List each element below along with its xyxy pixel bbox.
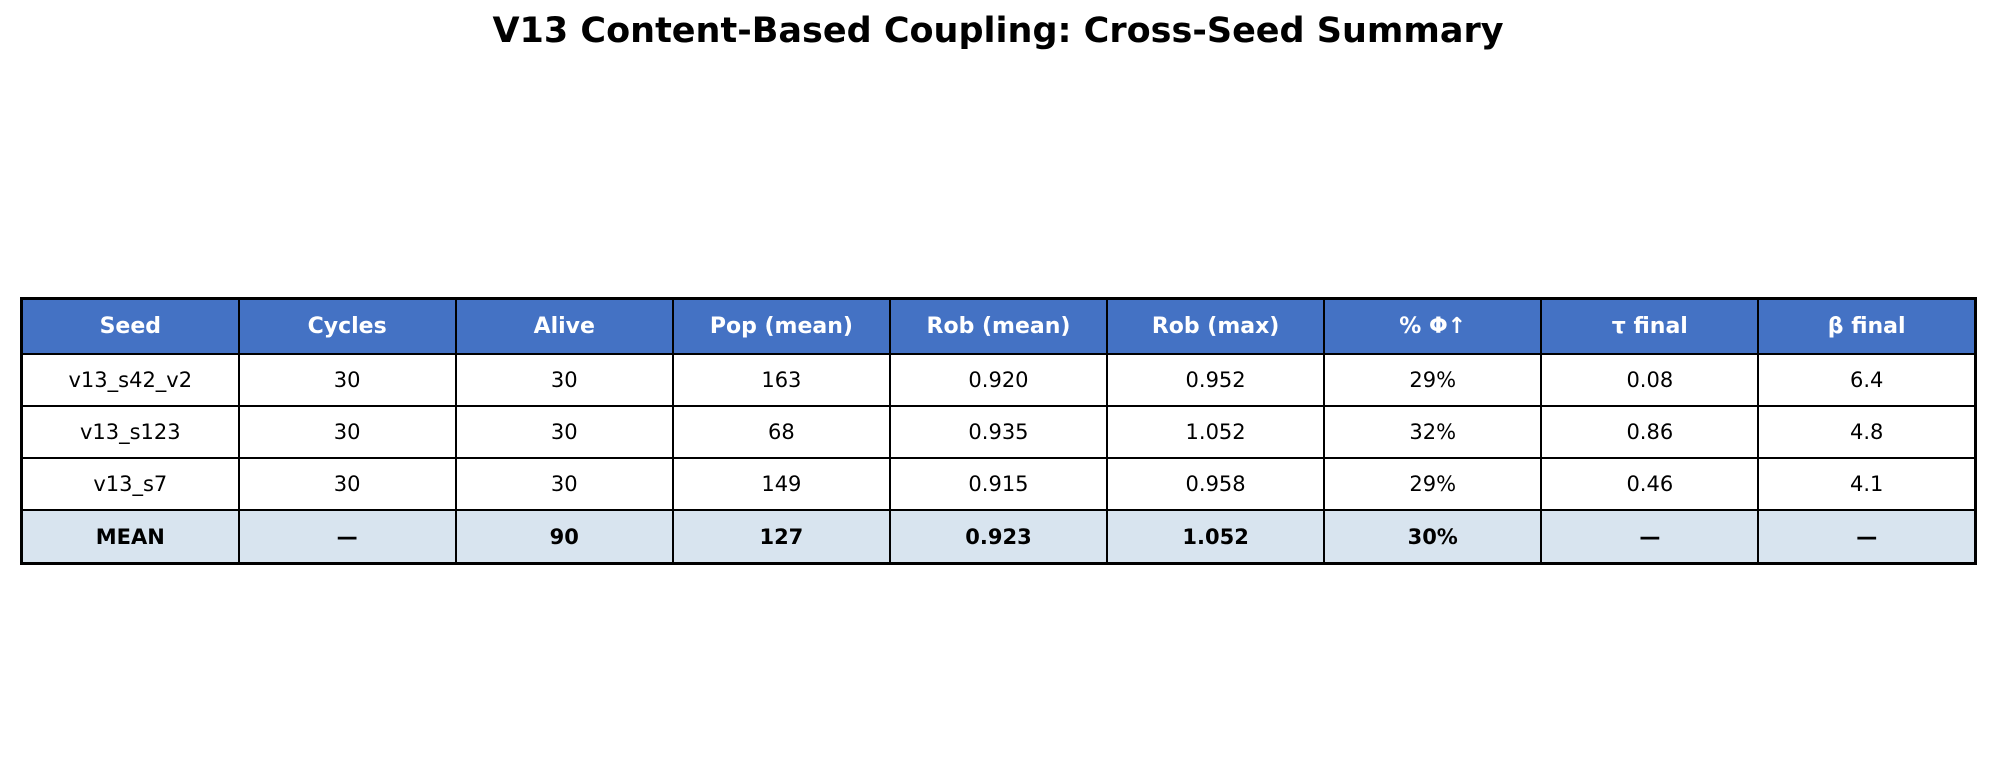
table-cell: 0.915	[888, 457, 1109, 512]
table-cell: 149	[671, 457, 891, 512]
summary-cell: —	[1540, 509, 1760, 565]
header-cell-1: Cycles	[237, 297, 457, 355]
table-cell: 4.8	[1757, 405, 1977, 460]
table-cell: 32%	[1323, 405, 1543, 460]
header-cell-0: Seed	[20, 297, 240, 355]
summary-row: MEAN —90 127 0.923 1.052 30% — —	[20, 509, 1977, 565]
summary-cell: —	[1757, 509, 1977, 565]
summary-cell: 1.052	[1106, 509, 1326, 565]
table-cell: 4.1	[1757, 457, 1977, 512]
summary-cell: 30%	[1323, 509, 1543, 565]
page-title: V13 Content-Based Coupling: Cross-Seed S…	[492, 11, 1504, 51]
table-cell: v13_s42_v2	[20, 352, 240, 408]
table-cell: 0.08	[1540, 352, 1760, 408]
summary-cell: 127	[671, 509, 891, 565]
table-cell: 0.86	[1540, 405, 1760, 460]
summary-cell: MEAN	[20, 509, 240, 565]
table-row: v13_s42_v2 30 30 163 0.920 0.952 29% 0.08 6.4	[20, 352, 1977, 408]
header-cell-2: Alive	[454, 297, 674, 355]
header-cell-5: Rob (max)	[1106, 297, 1326, 355]
table-cell: 0.920	[888, 352, 1109, 408]
table-cell: 30	[454, 405, 674, 460]
header-row: Seed Cycles Alive Pop (mean) Rob (mean) Rob (…	[20, 297, 1977, 355]
table-cell: 0.46	[1540, 457, 1760, 512]
table-cell: v13_s123	[20, 405, 240, 460]
table-row: v13_s123 30 30 68 0.935 1.052 32% 0.86 4.8	[20, 405, 1977, 460]
table-cell: v13_s7	[20, 457, 240, 512]
table-cell: 0.952	[1106, 352, 1326, 408]
table-cell: 68	[671, 405, 891, 460]
table-cell: 29%	[1323, 352, 1543, 408]
table-cell: 29%	[1323, 457, 1543, 512]
cross-seed-summary-table: Seed Cycles Alive Pop (mean) Rob (mean) Rob (…	[20, 297, 1977, 565]
header-cell-6: % Φ↑	[1323, 297, 1543, 355]
table-body: v13_s42_v2 30 30 163 0.920 0.952 29% 0.08 6.4 v13…	[20, 352, 1977, 565]
table-row: v13_s7 30 30 149 0.915 0.958 29% 0.46 4.1	[20, 457, 1977, 512]
table-cell: 30	[454, 457, 674, 512]
header-cell-7: τ final	[1540, 297, 1760, 355]
table-cell: 30	[237, 352, 457, 408]
header-cell-8: β final	[1757, 297, 1977, 355]
summary-cell: 90	[454, 509, 674, 565]
header-cell-4: Rob (mean)	[888, 297, 1109, 355]
summary-cell: —	[237, 509, 457, 565]
table-header: Seed Cycles Alive Pop (mean) Rob (mean) Rob (…	[20, 297, 1977, 355]
table-cell: 0.958	[1106, 457, 1326, 512]
table-cell: 30	[454, 352, 674, 408]
table-cell: 6.4	[1757, 352, 1977, 408]
table-cell: 30	[237, 457, 457, 512]
table-cell: 0.935	[888, 405, 1109, 460]
header-cell-3: Pop (mean)	[671, 297, 891, 355]
summary-cell: 0.923	[888, 509, 1109, 565]
table-cell: 30	[237, 405, 457, 460]
table-cell: 163	[671, 352, 891, 408]
table-cell: 1.052	[1106, 405, 1326, 460]
